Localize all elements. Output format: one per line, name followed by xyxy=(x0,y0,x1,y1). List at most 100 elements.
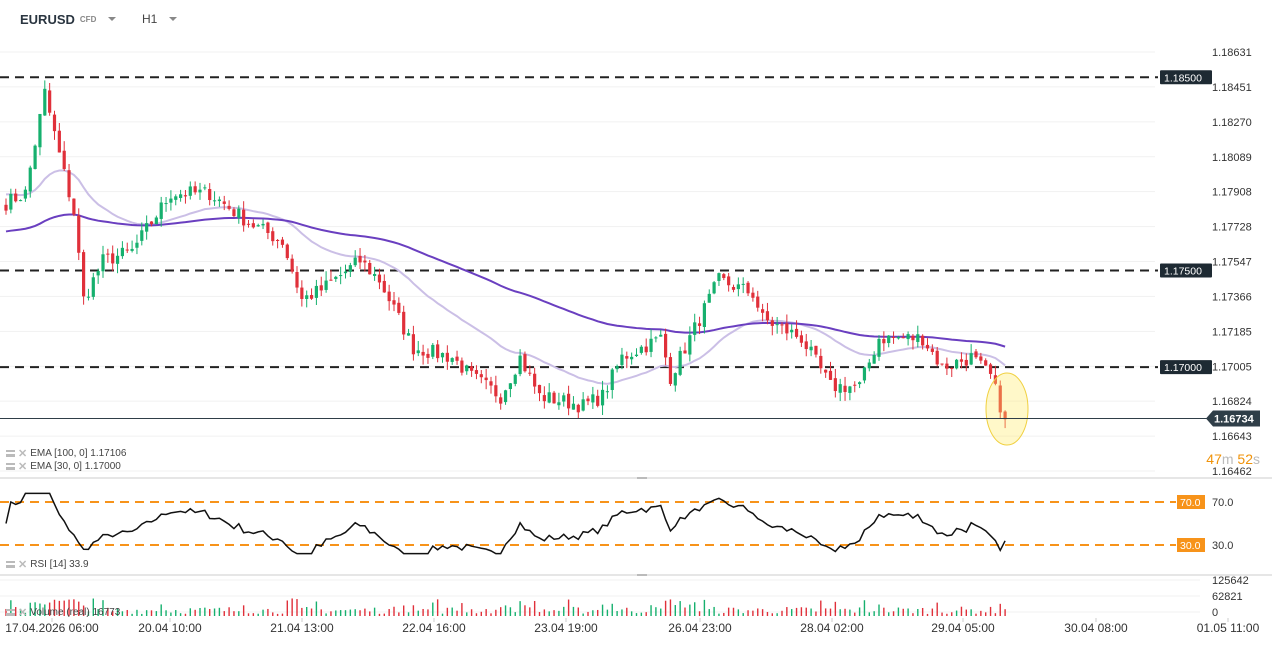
candle xyxy=(770,316,774,336)
candle-body xyxy=(149,221,154,225)
candle-body xyxy=(804,341,808,350)
candle xyxy=(57,123,61,153)
volume-bar xyxy=(815,611,817,616)
chevron-down-icon[interactable] xyxy=(108,17,117,21)
candle-body xyxy=(925,344,930,349)
candle-body xyxy=(761,309,765,313)
candle-body xyxy=(217,199,221,202)
candle xyxy=(82,249,86,305)
candle-body xyxy=(125,249,129,251)
volume-bar xyxy=(679,601,681,616)
candle xyxy=(736,277,740,297)
candle-body xyxy=(649,338,653,352)
candle xyxy=(668,352,673,386)
settings-menu-icon[interactable] xyxy=(6,463,15,470)
chevron-down-icon[interactable] xyxy=(169,17,178,21)
panel-resize-handle[interactable] xyxy=(637,477,647,479)
candle xyxy=(290,254,294,274)
candle xyxy=(28,165,32,198)
candle xyxy=(678,346,682,377)
volume-bar xyxy=(873,611,875,616)
volume-bar xyxy=(15,607,17,616)
candle xyxy=(23,186,27,202)
volume-bar xyxy=(533,600,536,616)
candle-body xyxy=(712,282,716,294)
rsi-level-tag-label: 70.0 xyxy=(1180,497,1201,509)
candle-body xyxy=(518,355,522,375)
candle-body xyxy=(799,335,803,343)
volume-bar xyxy=(985,612,987,616)
volume-bar xyxy=(587,611,589,616)
candle xyxy=(193,181,197,195)
candle xyxy=(314,279,318,306)
candle xyxy=(363,254,367,272)
candle-body xyxy=(809,346,813,351)
candle xyxy=(537,384,542,402)
volume-bar xyxy=(577,607,579,616)
candle xyxy=(887,335,891,348)
volume-bar xyxy=(165,610,167,616)
candle-body xyxy=(697,323,702,326)
timeframe-selector[interactable]: H1 xyxy=(142,8,178,30)
volume-bar xyxy=(757,608,759,616)
settings-menu-icon[interactable] xyxy=(6,450,15,457)
candle-body xyxy=(96,270,100,276)
volume-bar xyxy=(970,609,972,616)
volume-bar xyxy=(184,613,187,616)
candle-body xyxy=(465,365,469,372)
volume-bar xyxy=(107,607,109,616)
volume-bar xyxy=(160,604,162,616)
close-icon[interactable]: ✕ xyxy=(18,448,28,460)
candle xyxy=(935,346,939,367)
settings-menu-icon[interactable] xyxy=(6,561,15,568)
volume-bar xyxy=(761,609,764,616)
volume-bar xyxy=(145,610,148,616)
candle xyxy=(38,113,42,156)
candle-body xyxy=(533,373,537,387)
close-icon[interactable]: ✕ xyxy=(18,461,28,473)
symbol-selector[interactable]: EURUSD CFD xyxy=(20,8,117,30)
volume-bar xyxy=(252,613,255,616)
volume-bar xyxy=(810,608,812,616)
candle-body xyxy=(145,223,149,232)
volume-bar xyxy=(660,608,662,616)
candle xyxy=(644,338,648,356)
close-icon[interactable]: ✕ xyxy=(18,607,28,619)
panel-resize-handle[interactable] xyxy=(637,574,647,576)
candle xyxy=(431,343,435,360)
candle-body xyxy=(867,362,871,369)
candle xyxy=(329,270,333,281)
candle xyxy=(445,345,449,370)
candle xyxy=(334,275,338,282)
candle-body xyxy=(101,254,105,272)
candle-body xyxy=(499,397,503,404)
candle xyxy=(106,248,110,263)
candle xyxy=(227,200,231,211)
candle-body xyxy=(470,366,474,371)
candle xyxy=(309,288,314,300)
candle-body xyxy=(741,283,745,285)
candle xyxy=(62,141,66,171)
candle xyxy=(984,358,988,366)
settings-menu-icon[interactable] xyxy=(6,609,15,616)
close-icon[interactable]: ✕ xyxy=(18,559,28,571)
candle-body xyxy=(916,334,920,342)
volume-bar xyxy=(58,600,61,616)
candle xyxy=(896,335,900,340)
volume-bar xyxy=(456,610,458,616)
candle-body xyxy=(246,223,251,225)
candle xyxy=(271,227,275,246)
volume-bar xyxy=(470,609,473,616)
volume-bar xyxy=(839,609,841,616)
candle xyxy=(256,223,260,227)
rsi-level-tag xyxy=(1177,538,1205,552)
volume-bar xyxy=(936,602,938,616)
candle xyxy=(295,266,299,294)
candle xyxy=(998,380,1002,419)
symbol-type: CFD xyxy=(79,14,97,24)
volume-bar xyxy=(5,608,7,616)
candle-body xyxy=(489,381,493,386)
level-price-tag xyxy=(1160,360,1212,375)
candle xyxy=(101,245,105,278)
